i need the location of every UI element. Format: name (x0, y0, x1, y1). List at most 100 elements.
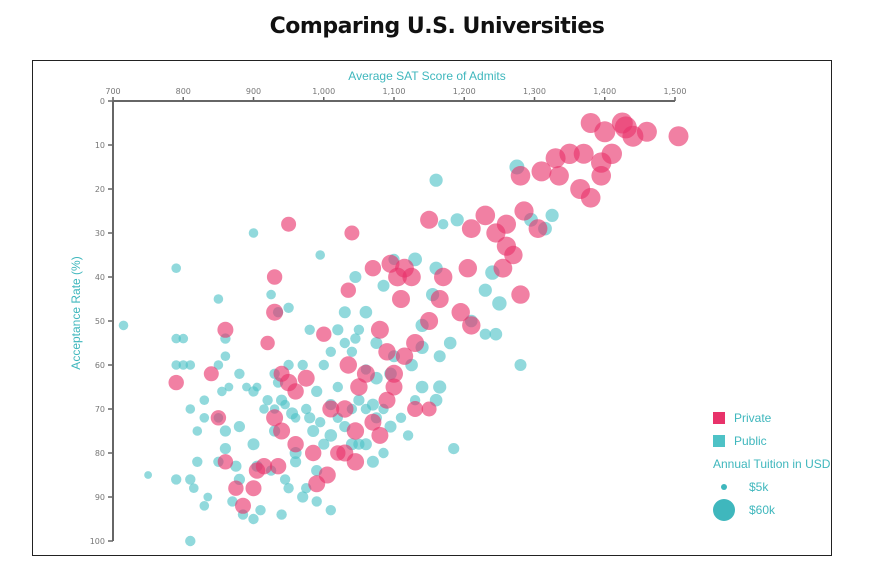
point-private-82 (364, 260, 382, 277)
point-private-69 (245, 480, 262, 497)
point-private-72 (217, 454, 234, 470)
point-public-78 (297, 359, 308, 371)
point-private-25 (493, 258, 513, 278)
point-private-42 (395, 347, 414, 365)
point-public-107 (280, 399, 290, 410)
point-public-127 (283, 302, 294, 313)
point-public-75 (378, 447, 389, 459)
point-public-124 (332, 324, 344, 336)
point-private-59 (305, 444, 322, 462)
point-private-56 (346, 453, 365, 471)
point-public-86 (217, 386, 227, 397)
point-private-54 (322, 400, 340, 418)
point-private-70 (228, 480, 244, 496)
point-public-85 (213, 360, 224, 370)
point-public-76 (395, 412, 407, 423)
point-public-58 (290, 456, 302, 468)
x-tick-label-0: 700 (105, 87, 120, 96)
point-private-75 (168, 374, 184, 391)
point-public-104 (252, 382, 262, 392)
point-private-81 (340, 282, 356, 298)
point-private-73 (210, 410, 227, 426)
point-public-9 (478, 283, 492, 297)
point-private-32 (402, 267, 421, 287)
point-private-39 (392, 290, 410, 308)
point-public-71 (332, 381, 343, 393)
point-private-26 (511, 285, 530, 304)
point-private-29 (458, 259, 477, 278)
point-private-87 (330, 445, 346, 461)
point-private-79 (281, 216, 297, 232)
point-private-11 (549, 166, 569, 186)
point-private-66 (269, 458, 287, 475)
point-public-53 (276, 509, 287, 520)
point-public-119 (438, 219, 449, 230)
point-private-78 (266, 269, 283, 285)
legend: Private Public Annual Tuition in USD $5k… (713, 411, 831, 521)
point-private-28 (434, 267, 453, 287)
point-public-60 (318, 438, 330, 450)
point-public-88 (199, 413, 210, 423)
point-public-70 (353, 394, 365, 406)
point-public-101 (203, 492, 213, 502)
x-tick-label-1: 800 (176, 87, 191, 96)
point-private-7 (668, 126, 689, 147)
page-title: Comparing U.S. Universities (269, 14, 605, 39)
point-private-74 (203, 366, 219, 382)
point-private-13 (531, 161, 552, 182)
point-public-39 (233, 421, 245, 433)
x-tick-label-8: 1,500 (664, 87, 687, 96)
point-private-24 (504, 245, 523, 265)
point-private-17 (591, 166, 611, 186)
point-public-61 (304, 412, 316, 424)
point-public-38 (247, 438, 260, 451)
point-public-19 (415, 380, 429, 394)
point-public-109 (301, 403, 312, 415)
legend-private-swatch (713, 412, 725, 424)
point-private-83 (260, 335, 275, 351)
point-public-116 (448, 443, 460, 455)
point-private-52 (364, 413, 382, 431)
point-public-91 (185, 404, 196, 414)
data-points (118, 112, 689, 547)
point-public-67 (346, 346, 358, 357)
legend-size-title: Annual Tuition in USD (713, 457, 831, 471)
point-private-49 (385, 378, 403, 396)
point-private-6 (636, 121, 657, 142)
point-public-77 (402, 430, 414, 441)
point-public-98 (118, 320, 129, 331)
x-tick-label-7: 1,400 (593, 87, 616, 96)
point-public-54 (283, 483, 294, 494)
point-public-11 (489, 327, 503, 341)
x-tick-label-6: 1,300 (523, 87, 546, 96)
point-public-97 (171, 263, 181, 274)
point-public-46 (185, 474, 196, 485)
point-public-113 (360, 403, 372, 415)
point-public-87 (199, 395, 210, 406)
point-public-121 (377, 279, 390, 292)
point-private-68 (255, 458, 273, 475)
point-private-84 (407, 401, 424, 417)
x-tick-label-3: 1,000 (312, 87, 335, 96)
point-public-47 (171, 474, 182, 485)
point-public-133 (315, 250, 326, 260)
y-tick-label-6: 60 (95, 361, 105, 370)
point-private-27 (461, 219, 481, 239)
point-private-37 (462, 316, 481, 335)
point-private-58 (308, 475, 326, 493)
point-public-5 (450, 213, 464, 227)
point-public-15 (443, 336, 457, 350)
point-public-24 (370, 337, 383, 349)
x-tick-label-2: 900 (246, 87, 261, 96)
point-private-71 (235, 497, 251, 514)
point-private-85 (421, 401, 437, 417)
point-public-40 (219, 425, 231, 437)
point-private-4 (594, 121, 616, 143)
point-public-90 (192, 426, 203, 436)
point-private-45 (356, 364, 375, 383)
point-public-4 (429, 173, 443, 187)
y-tick-label-8: 80 (95, 449, 105, 458)
point-private-47 (350, 378, 368, 396)
point-public-30 (366, 455, 379, 468)
point-private-21 (475, 205, 496, 226)
